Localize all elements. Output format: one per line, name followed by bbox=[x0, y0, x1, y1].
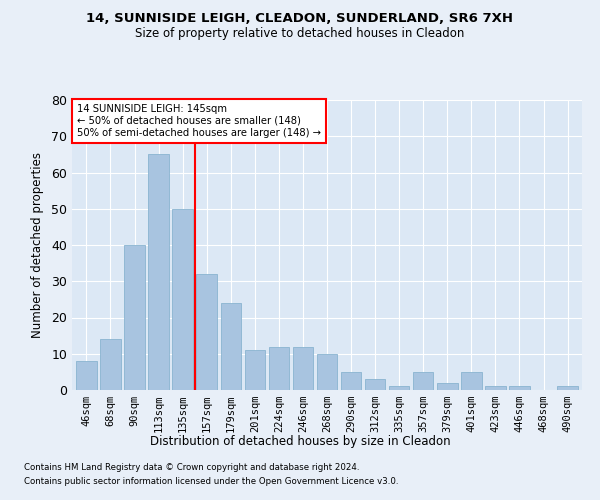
Bar bbox=[245, 350, 265, 390]
Text: Distribution of detached houses by size in Cleadon: Distribution of detached houses by size … bbox=[149, 435, 451, 448]
Text: Size of property relative to detached houses in Cleadon: Size of property relative to detached ho… bbox=[136, 28, 464, 40]
Bar bbox=[389, 386, 409, 390]
Bar bbox=[148, 154, 169, 390]
Text: Contains HM Land Registry data © Crown copyright and database right 2024.: Contains HM Land Registry data © Crown c… bbox=[24, 464, 359, 472]
Bar bbox=[317, 354, 337, 390]
Bar bbox=[196, 274, 217, 390]
Bar bbox=[557, 386, 578, 390]
Bar bbox=[269, 346, 289, 390]
Bar bbox=[172, 209, 193, 390]
Bar bbox=[221, 303, 241, 390]
Bar bbox=[509, 386, 530, 390]
Bar bbox=[437, 383, 458, 390]
Bar bbox=[76, 361, 97, 390]
Y-axis label: Number of detached properties: Number of detached properties bbox=[31, 152, 44, 338]
Bar bbox=[485, 386, 506, 390]
Bar bbox=[341, 372, 361, 390]
Bar bbox=[100, 339, 121, 390]
Bar bbox=[293, 346, 313, 390]
Text: 14 SUNNISIDE LEIGH: 145sqm
← 50% of detached houses are smaller (148)
50% of sem: 14 SUNNISIDE LEIGH: 145sqm ← 50% of deta… bbox=[77, 104, 321, 138]
Text: 14, SUNNISIDE LEIGH, CLEADON, SUNDERLAND, SR6 7XH: 14, SUNNISIDE LEIGH, CLEADON, SUNDERLAND… bbox=[86, 12, 514, 26]
Text: Contains public sector information licensed under the Open Government Licence v3: Contains public sector information licen… bbox=[24, 477, 398, 486]
Bar bbox=[124, 245, 145, 390]
Bar bbox=[365, 379, 385, 390]
Bar bbox=[461, 372, 482, 390]
Bar bbox=[413, 372, 433, 390]
